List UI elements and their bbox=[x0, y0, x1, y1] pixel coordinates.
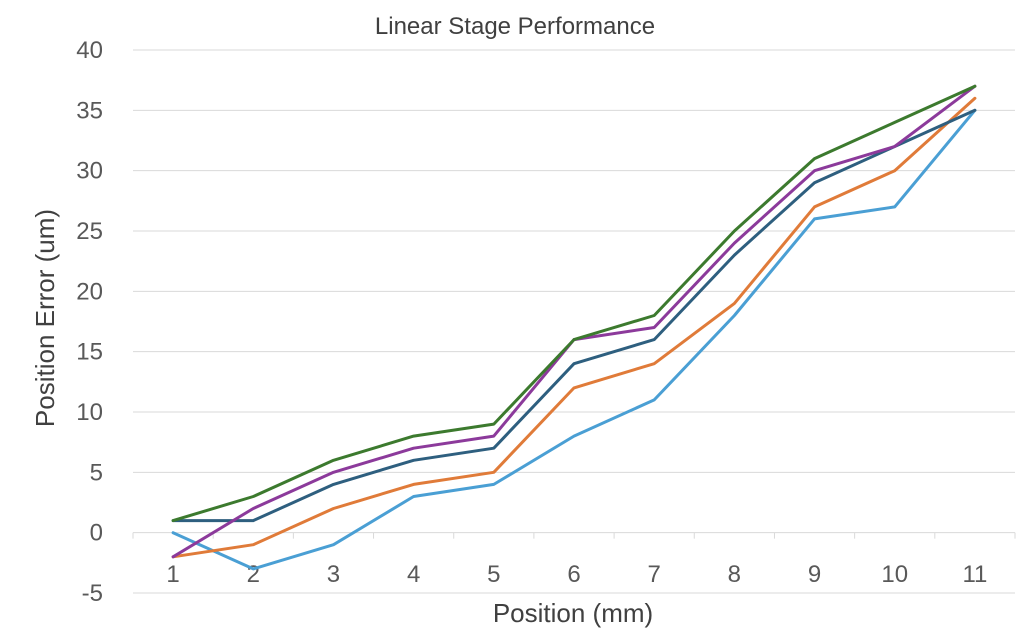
x-tick-label: 9 bbox=[808, 561, 821, 588]
series-line-1 bbox=[171, 108, 977, 571]
y-tick-label: 25 bbox=[76, 218, 103, 245]
series-lines bbox=[171, 84, 977, 571]
series-line-4 bbox=[171, 84, 977, 559]
y-axis-title: Position Error (um) bbox=[30, 209, 60, 427]
y-tick-label: -5 bbox=[82, 580, 103, 607]
y-tick-label: 10 bbox=[76, 399, 103, 426]
series-line-3 bbox=[171, 108, 977, 523]
x-tick-label: 4 bbox=[407, 561, 420, 588]
series-line-5 bbox=[171, 84, 977, 523]
x-tick-label: 5 bbox=[487, 561, 500, 588]
y-tick-label: 15 bbox=[76, 339, 103, 366]
x-tick-label: 8 bbox=[728, 561, 741, 588]
x-tick-label: 2 bbox=[247, 561, 260, 588]
x-tick-label: 10 bbox=[881, 561, 908, 588]
y-tick-label: 20 bbox=[76, 278, 103, 305]
y-tick-label: 0 bbox=[90, 520, 103, 547]
x-tick-label: 11 bbox=[962, 561, 987, 588]
x-tick-label: 1 bbox=[166, 561, 179, 588]
x-tick-label: 6 bbox=[567, 561, 580, 588]
x-axis-tick-labels: 1 2 3 4 5 6 7 8 9 10 11 bbox=[166, 561, 987, 588]
y-tick-label: 35 bbox=[76, 97, 103, 124]
x-tick-label: 3 bbox=[327, 561, 340, 588]
y-tick-label: 5 bbox=[90, 459, 103, 486]
series-line-2 bbox=[171, 96, 977, 559]
y-tick-label: 30 bbox=[76, 158, 103, 185]
x-tick-label: 7 bbox=[648, 561, 661, 588]
y-tick-label: 40 bbox=[76, 37, 103, 64]
y-axis-tick-labels: -5 0 5 10 15 20 25 30 35 40 bbox=[76, 37, 103, 607]
x-axis-title: Position (mm) bbox=[493, 598, 653, 628]
gridlines bbox=[132, 49, 1016, 594]
chart-title: Linear Stage Performance bbox=[375, 13, 655, 40]
